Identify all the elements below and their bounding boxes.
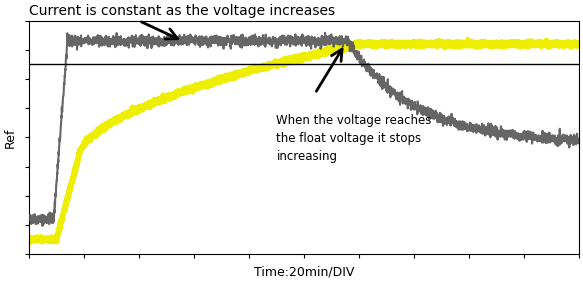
Y-axis label: Ref: Ref: [4, 127, 17, 148]
X-axis label: Time:20min/DIV: Time:20min/DIV: [254, 266, 354, 279]
Text: Current is constant as the voltage increases: Current is constant as the voltage incre…: [29, 4, 335, 18]
Text: When the voltage reaches
the float voltage it stops
increasing: When the voltage reaches the float volta…: [276, 114, 432, 163]
